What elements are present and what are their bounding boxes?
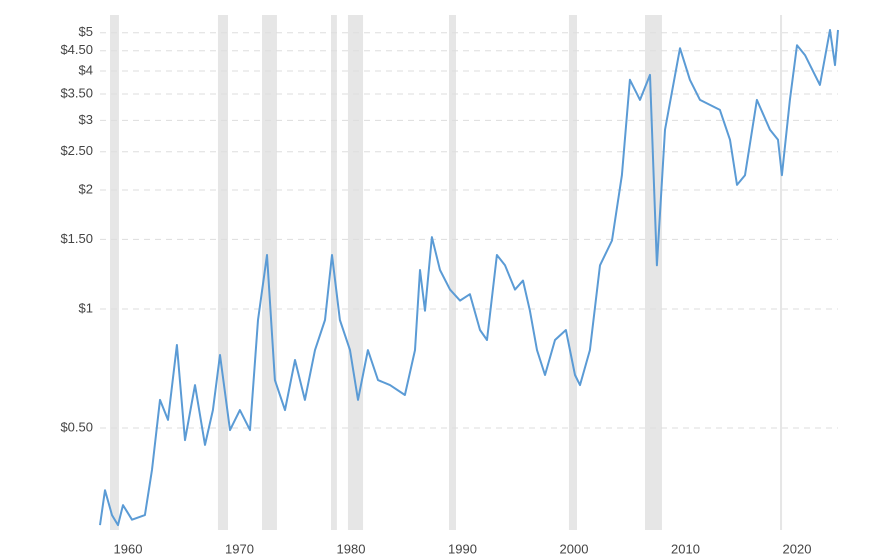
x-tick-label: 2000 [560, 541, 589, 556]
recession-band [568, 15, 577, 530]
recession-band [448, 15, 457, 530]
x-tick-label: 1990 [448, 541, 477, 556]
y-tick-label: $2 [79, 181, 93, 196]
x-tick-label: 1980 [337, 541, 366, 556]
y-tick-label: $1 [79, 300, 93, 315]
y-tick-label: $1.50 [60, 231, 93, 246]
recession-band [347, 15, 364, 530]
recession-band [644, 15, 662, 530]
y-tick-label: $3.50 [60, 85, 93, 100]
recession-band [110, 15, 119, 530]
x-tick-label: 2010 [671, 541, 700, 556]
y-tick-label: $2.50 [60, 143, 93, 158]
x-tick-label: 1970 [225, 541, 254, 556]
y-tick-label: $0.50 [60, 419, 93, 434]
recession-band [262, 15, 277, 530]
y-tick-label: $5 [79, 24, 93, 39]
y-tick-label: $4 [79, 62, 93, 77]
y-tick-label: $4.50 [60, 42, 93, 57]
x-tick-label: 1960 [114, 541, 143, 556]
y-tick-label: $3 [79, 112, 93, 127]
price-line [99, 29, 839, 527]
recession-band [780, 15, 783, 530]
x-tick-label: 2020 [783, 541, 812, 556]
recession-band [217, 15, 228, 530]
